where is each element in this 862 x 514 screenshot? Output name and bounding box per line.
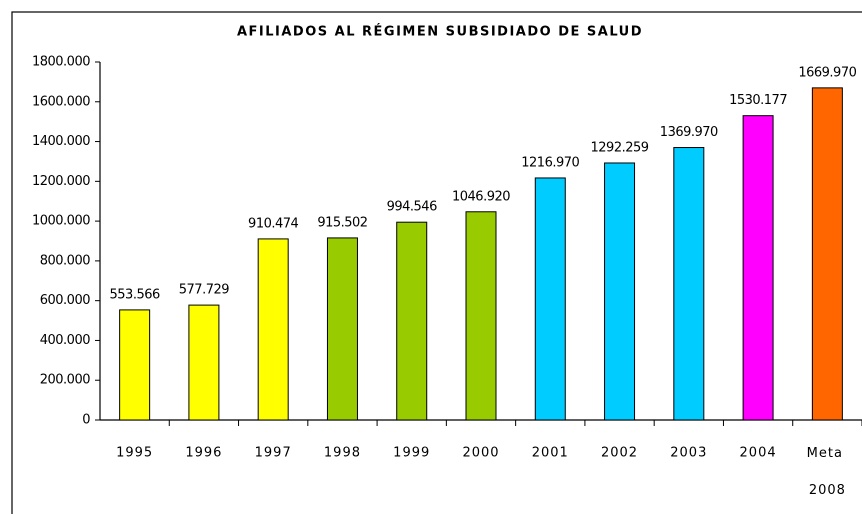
y-tick-label: 1000.000 [32,214,90,229]
value-label: 910.474 [248,216,298,231]
y-tick-label: 200.000 [40,373,90,388]
value-label: 1669.970 [798,65,856,80]
bar [604,162,636,421]
bar [673,147,705,421]
bar [119,309,151,421]
x-tick-label: 2000 [462,446,499,461]
value-label: 915.502 [317,215,367,230]
bar [811,87,843,421]
value-label: 1369.970 [660,125,718,140]
chart-frame [11,11,862,514]
value-label: 1292.259 [591,140,649,155]
x-tick-label: 1996 [185,446,222,461]
value-label: 1216.970 [521,155,579,170]
bar [188,304,220,421]
bar [742,115,774,421]
bar [465,211,497,421]
x-tick-label: 1997 [255,446,292,461]
y-tick-label: 1800.000 [32,55,90,70]
y-tick-label: 1200.000 [32,174,90,189]
bar [326,237,358,421]
x-tick-label-line: 2008 [809,483,846,498]
value-label: 994.546 [387,200,437,215]
y-tick-label: 600.000 [40,293,90,308]
x-tick-label: 1999 [393,446,430,461]
chart-title: AFILIADOS AL RÉGIMEN SUBSIDIADO DE SALUD [237,24,643,40]
y-tick-label: 1400.000 [32,134,90,149]
y-tick-label: 400.000 [40,333,90,348]
y-tick-label: 800.000 [40,253,90,268]
x-tick-label: 1998 [324,446,361,461]
x-tick-label: Meta 2008 [807,446,848,498]
x-tick-label: 1995 [116,446,153,461]
x-tick-label: 2001 [532,446,569,461]
x-tick-label: 2004 [740,446,777,461]
value-label: 1046.920 [452,189,510,204]
bar [396,221,428,421]
value-label: 577.729 [179,283,229,298]
x-tick-label-line: Meta [807,446,848,461]
bar [534,177,566,421]
x-tick-label: 2002 [601,446,638,461]
value-label: 553.566 [110,287,160,302]
bar [257,238,289,421]
x-tick-label: 2003 [670,446,707,461]
y-tick-label: 0 [82,413,90,428]
y-tick-label: 1600.000 [32,94,90,109]
value-label: 1530.177 [729,93,787,108]
